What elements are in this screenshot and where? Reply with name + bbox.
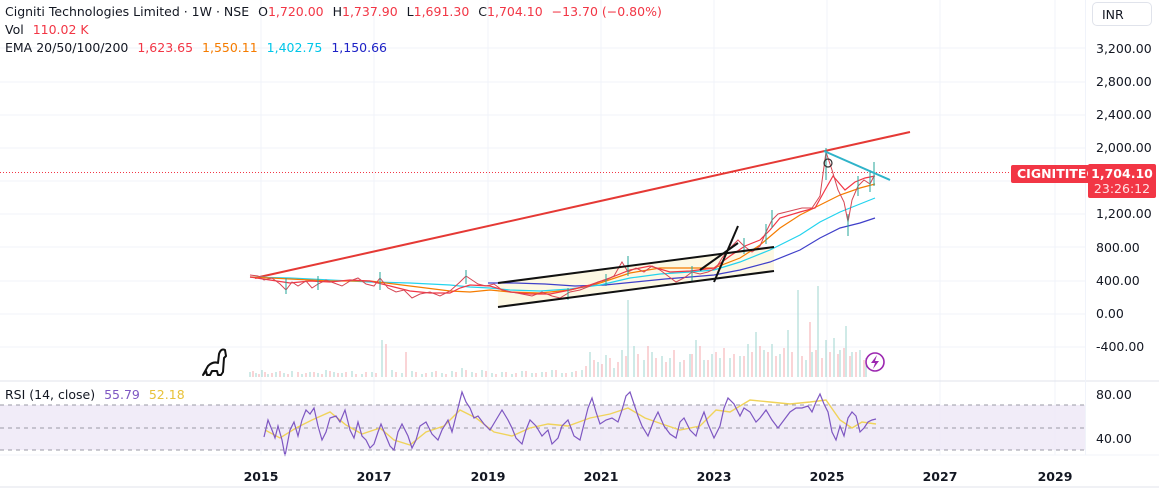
price-tick: 1,200.00: [1096, 206, 1152, 221]
time-tick: 2023: [696, 469, 732, 484]
last-price-tag: 1,704.10 23:26:12: [1088, 164, 1156, 198]
red-trendline: [254, 131, 911, 279]
time-tick: 2029: [1037, 469, 1073, 484]
close-label: C: [478, 4, 488, 19]
high-label: H: [332, 4, 342, 19]
time-tick: 2025: [809, 469, 845, 484]
open-value: 1,720.00: [267, 4, 324, 19]
price-tick: 3,200.00: [1096, 41, 1152, 56]
ema20-value: 1,623.65: [137, 40, 194, 55]
time-tick: 2017: [356, 469, 392, 484]
ema100-line: [249, 197, 876, 292]
time-tick: 2027: [922, 469, 958, 484]
time-tick: 2021: [583, 469, 619, 484]
price-axis[interactable]: [1085, 0, 1159, 455]
change-value: −13.70 (−0.80%): [551, 4, 662, 19]
rsi-tick: 40.00: [1096, 431, 1132, 446]
volume-bars: [249, 286, 867, 377]
volume-label: Vol: [5, 22, 24, 37]
low-label: L: [406, 4, 414, 19]
price-tick: 2,800.00: [1096, 74, 1152, 89]
symbol-price-tag: CIGNITITEC: [1011, 165, 1102, 183]
ema50-value: 1,550.11: [202, 40, 258, 55]
rsi-label: RSI (14, close): [5, 387, 96, 402]
channel-lines: [497, 225, 775, 308]
rsi-legend[interactable]: RSI (14, close) 55.79 52.18: [5, 387, 190, 402]
candle-wicks: [285, 148, 875, 300]
rsi-value: 55.79: [104, 387, 140, 402]
ema-label: EMA 20/50/100/200: [5, 40, 129, 55]
price-tick: 2,000.00: [1096, 140, 1152, 155]
close-value: 1,704.10: [487, 4, 543, 19]
symbol-legend[interactable]: Cigniti Technologies Limited · 1W · NSE …: [5, 4, 667, 20]
time-tick: 2019: [470, 469, 506, 484]
price-tick: 0.00: [1096, 306, 1124, 321]
ema50-line: [249, 183, 876, 294]
high-value: 1,737.90: [342, 4, 398, 19]
ema200-line: [488, 217, 876, 287]
currency-button[interactable]: INR: [1092, 2, 1152, 26]
price-tick: 800.00: [1096, 240, 1140, 255]
ema200-value: 1,150.66: [331, 40, 387, 55]
rsi-tick: 80.00: [1096, 387, 1132, 402]
last-price: 1,704.10: [1091, 166, 1153, 181]
ema100-value: 1,402.75: [266, 40, 323, 55]
low-value: 1,691.30: [413, 4, 470, 19]
circle-marker: [823, 158, 833, 168]
open-label: O: [258, 4, 268, 19]
volume-value: 110.02 K: [32, 22, 89, 37]
price-tick: 400.00: [1096, 273, 1140, 288]
symbol-title[interactable]: Cigniti Technologies Limited · 1W · NSE: [5, 4, 250, 19]
ema-legend[interactable]: EMA 20/50/100/200 1,623.65 1,550.11 1,40…: [5, 40, 392, 56]
rsi-ma-value: 52.18: [148, 387, 185, 402]
time-tick: 2015: [243, 469, 279, 484]
tradingview-logo-icon: [202, 348, 227, 376]
cyan-trendline: [823, 150, 891, 181]
volume-legend[interactable]: Vol 110.02 K: [5, 22, 94, 38]
price-path: [249, 151, 875, 299]
price-tick: 2,400.00: [1096, 107, 1152, 122]
rsi-line: [263, 390, 877, 457]
bar-countdown: 23:26:12: [1093, 181, 1151, 196]
lightning-icon[interactable]: [865, 352, 885, 372]
price-tick: -400.00: [1096, 339, 1145, 354]
